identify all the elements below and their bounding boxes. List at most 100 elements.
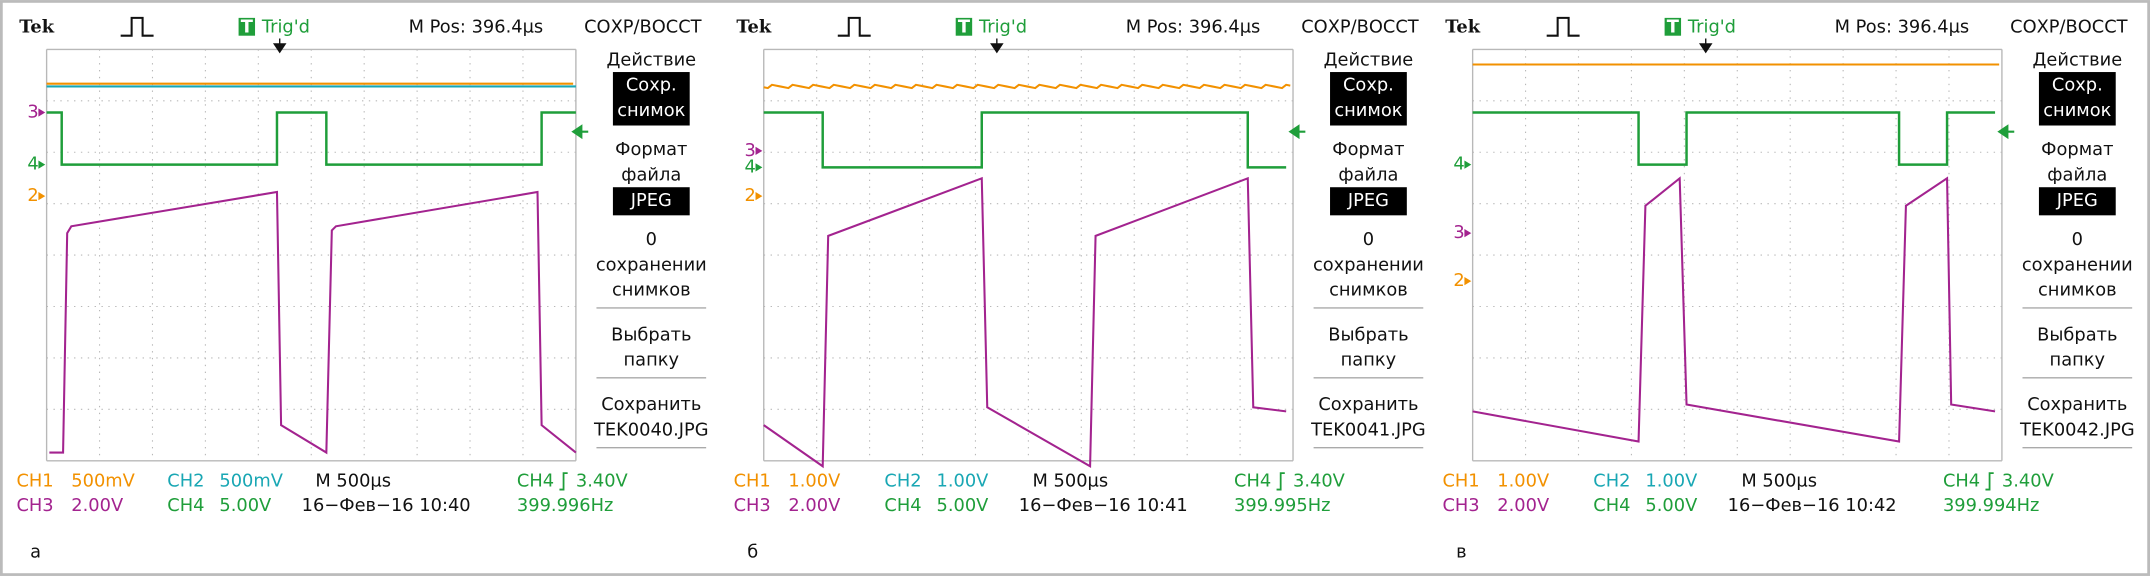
footer-ch1-scale: 500mV <box>71 470 135 491</box>
menu-item: папку <box>2050 350 2106 371</box>
footer-ch3-scale: 2.00V <box>788 495 841 516</box>
channel-marker-arrow <box>1464 277 1472 286</box>
footer-ch3: CH3 <box>16 495 53 516</box>
channel-marker-arrow <box>1464 229 1472 238</box>
trigger-status: Trig'd <box>261 16 310 37</box>
scope-panel: Tek T Trig'd M Pos: 396.4µs СОХР/ВОССТ342Дей… <box>16 16 708 562</box>
footer-trigger-level: 3.40V <box>1293 470 1346 491</box>
brand: Tek <box>1445 16 1481 37</box>
footer-trigger-source: CH4 <box>1943 470 1980 491</box>
trigger-badge-bg <box>955 17 973 36</box>
ch1-trace <box>763 83 1291 90</box>
menu-item: Действие <box>1324 49 1414 70</box>
menu-item: 0 <box>646 229 657 250</box>
menu-item: Выбрать <box>2037 324 2117 345</box>
footer-ch2: CH2 <box>884 470 921 491</box>
menu-item: Действие <box>606 49 696 70</box>
ch3-trace <box>49 190 577 455</box>
horizontal-position: M Pos: 396.4µs <box>1126 16 1261 37</box>
trigger-badge-bg <box>238 17 256 36</box>
channel-marker: 4 <box>27 154 38 175</box>
ch4-trace <box>763 111 1287 169</box>
menu-highlight <box>2038 72 2116 126</box>
menu-item: файла <box>1338 165 1398 186</box>
ch4-trace <box>46 111 576 166</box>
channel-marker: 4 <box>745 156 756 177</box>
footer-ch2-scale: 1.00V <box>937 470 990 491</box>
menu-item: Сохранить <box>601 394 701 415</box>
horizontal-position: M Pos: 396.4µs <box>1835 16 1970 37</box>
menu-title: СОХР/ВОССТ <box>584 16 702 37</box>
menu-item: TEK0042.JPG <box>2019 420 2135 441</box>
ch4-trace <box>1472 111 1996 166</box>
footer-trigger-source: CH4 <box>517 470 554 491</box>
footer-ch4-scale: 5.00V <box>219 495 272 516</box>
channel-marker-arrow <box>755 192 763 201</box>
footer-ch2-scale: 500mV <box>219 470 283 491</box>
trigger-badge: T <box>241 16 254 37</box>
footer-ch4-scale: 5.00V <box>1645 495 1698 516</box>
channel-marker-arrow <box>1464 160 1472 169</box>
footer-ch1-scale: 1.00V <box>788 470 841 491</box>
menu-item: TEK0040.JPG <box>593 420 709 441</box>
footer-frequency: 399.996Hz <box>517 495 613 516</box>
trigger-status: Trig'd <box>978 16 1027 37</box>
trigger-badge-bg <box>1664 17 1682 36</box>
footer-date: 16−Фев−16 10:41 <box>1019 495 1188 516</box>
footer-ch3-scale: 2.00V <box>71 495 124 516</box>
trigger-badge: T <box>1667 16 1680 37</box>
footer-timebase: M 500µs <box>1032 470 1108 491</box>
trigger-position-arrow <box>1698 38 1713 54</box>
scope-panel: Tek T Trig'd M Pos: 396.4µs СОХР/ВОССТ 4 3 2 Дей… <box>1442 16 2134 562</box>
footer-ch1-scale: 1.00V <box>1497 470 1550 491</box>
menu-item: снимков <box>612 280 691 301</box>
footer-ch1: CH1 <box>16 470 53 491</box>
menu-highlight <box>1330 187 1407 216</box>
menu-item: 0 <box>2072 229 2083 250</box>
footer-date: 16−Фев−16 10:42 <box>1728 495 1897 516</box>
scope-panel: Tek T Trig'd M Pos: 396.4µs СОХР/ВОССТ342Дей… <box>734 16 1426 562</box>
menu-item: TEK0041.JPG <box>1310 420 1426 441</box>
menu-item: Сохр. <box>2052 75 2103 96</box>
menu-item: JPEG <box>1347 190 1389 211</box>
menu-item: файла <box>621 165 681 186</box>
menu-item: сохранении <box>1313 254 1424 275</box>
menu-highlight <box>1330 72 1407 126</box>
brand: Tek <box>736 16 772 37</box>
panel-caption: в <box>1456 542 1467 563</box>
menu-item: Формат <box>615 139 687 160</box>
panel-caption: а <box>30 542 41 563</box>
channel-marker: 4 <box>1453 154 1464 175</box>
ch3-trace <box>1472 176 1996 443</box>
menu-item: Действие <box>2032 49 2122 70</box>
trigger-level-arrow <box>1288 124 1306 140</box>
trigger-position-arrow <box>272 38 287 54</box>
channel-marker-arrow <box>38 108 46 117</box>
footer-timebase: M 500µs <box>1741 470 1817 491</box>
footer-ch2: CH2 <box>167 470 204 491</box>
trigger-level-arrow <box>1997 124 2015 140</box>
menu-highlight <box>612 187 690 216</box>
footer-ch1: CH1 <box>734 470 771 491</box>
channel-marker-arrow <box>755 163 763 172</box>
menu-item: снимков <box>1329 280 1408 301</box>
menu-item: Формат <box>2041 139 2113 160</box>
menu-item: папку <box>1341 350 1397 371</box>
footer-date: 16−Фев−16 10:40 <box>302 495 471 516</box>
acquire-icon <box>837 16 871 37</box>
channel-marker: 3 <box>1453 222 1464 243</box>
menu-title: СОХР/ВОССТ <box>2010 16 2128 37</box>
trigger-badge: T <box>958 16 971 37</box>
trigger-edge-icon <box>559 472 568 491</box>
channel-marker: 2 <box>27 185 38 206</box>
menu-item: Выбрать <box>1328 324 1408 345</box>
menu-item: снимков <box>2038 280 2117 301</box>
ch3-trace <box>763 176 1287 469</box>
footer-frequency: 399.995Hz <box>1234 495 1330 516</box>
channel-marker-arrow <box>755 146 763 155</box>
menu-item: снимок <box>1334 100 1402 121</box>
channel-marker: 3 <box>745 140 756 161</box>
menu-item: папку <box>624 350 680 371</box>
menu-highlight <box>612 72 690 126</box>
